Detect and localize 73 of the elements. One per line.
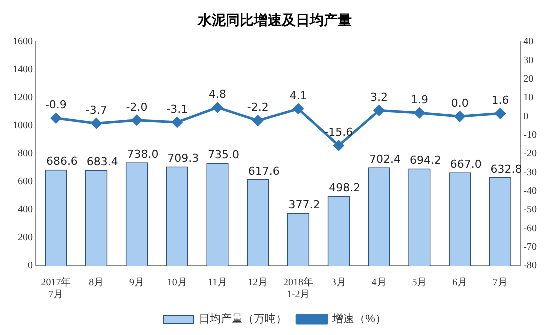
x-tick-label: 6月 <box>452 278 468 289</box>
x-tick-label: 2017年 7月 <box>41 276 72 301</box>
point <box>495 108 506 119</box>
y2-tick-label: -40 <box>524 186 538 197</box>
data-label: 702.4 <box>370 153 402 166</box>
y-tick-label: 800 <box>18 148 33 160</box>
point <box>414 108 425 118</box>
y2-tick-label: -30 <box>524 167 538 178</box>
data-label: 0.0 <box>451 97 469 110</box>
data-label: 667.0 <box>450 158 482 171</box>
point <box>50 113 62 124</box>
y2-tick-label: 30 <box>524 55 534 66</box>
data-label: 738.0 <box>127 148 159 162</box>
y-tick-label: 1600 <box>13 36 33 48</box>
x-tick-label: 7月 <box>492 278 508 289</box>
data-label: 709.3 <box>168 152 200 166</box>
data-label: -2.0 <box>126 100 148 114</box>
data-label: 735.0 <box>208 148 240 162</box>
y-tick-label: 1000 <box>13 120 33 132</box>
point <box>132 115 142 126</box>
data-label: 632.8 <box>490 162 522 176</box>
data-label: 694.2 <box>410 154 442 168</box>
data-label: 1.6 <box>492 94 510 108</box>
y-tick-label: 0 <box>28 260 33 272</box>
point <box>172 117 183 128</box>
legend-label: 增速（%） <box>332 312 386 326</box>
point <box>212 102 223 113</box>
data-label: 377.2 <box>288 198 320 212</box>
data-label: 686.6 <box>46 155 78 168</box>
x-tick-label: 4月 <box>372 278 387 289</box>
y2-tick-label: 10 <box>524 92 534 104</box>
y-tick-label: 1200 <box>13 92 33 104</box>
x-tick-label: 8月 <box>89 278 104 289</box>
data-label: 4.1 <box>290 89 308 102</box>
x-tick-label: 9月 <box>129 278 144 289</box>
y-tick-label: 1400 <box>13 64 33 76</box>
x-tick-label: 2018年 1-2月 <box>284 276 314 301</box>
chart-title: 水泥同比增速及日均产量 <box>196 12 353 31</box>
y2-tick-label: -10 <box>524 130 538 141</box>
y-tick-label: 400 <box>18 204 33 216</box>
data-label: -0.9 <box>45 98 67 112</box>
data-label: -2.2 <box>247 101 269 114</box>
x-tick-label: 12月 <box>248 278 268 289</box>
y-tick-label: 600 <box>18 176 33 188</box>
y2-tick-label: -20 <box>524 148 538 160</box>
y2-tick-label: -70 <box>524 242 538 253</box>
y2-tick-label: 20 <box>524 74 534 85</box>
y2-tick-label: -50 <box>524 204 538 216</box>
point <box>91 118 102 129</box>
point <box>334 140 344 152</box>
data-label: 683.4 <box>86 156 118 169</box>
y2-tick-label: 40 <box>524 36 534 48</box>
x-tick-label: 5月 <box>412 278 428 289</box>
y2-tick-label: 0 <box>524 111 529 122</box>
y-tick-label: 200 <box>18 232 33 244</box>
data-label: 1.9 <box>410 93 428 106</box>
point <box>252 116 264 126</box>
data-label: -15.6 <box>324 126 354 140</box>
data-label: -3.1 <box>166 102 188 116</box>
y2-tick-label: -60 <box>524 223 538 234</box>
x-tick-label: 3月 <box>331 278 346 289</box>
data-label: 498.2 <box>329 182 361 195</box>
point <box>454 111 466 122</box>
data-label: 3.2 <box>370 91 388 104</box>
data-label: 4.8 <box>209 88 226 102</box>
data-label: 617.6 <box>248 164 280 178</box>
data-label: -3.7 <box>86 104 108 117</box>
point <box>374 105 385 116</box>
x-tick-label: 11月 <box>208 278 228 289</box>
y2-tick-label: -80 <box>524 260 538 272</box>
legend-label: 日均产量（万吨） <box>199 312 288 326</box>
x-tick-label: 10月 <box>167 278 188 289</box>
point <box>293 104 304 114</box>
